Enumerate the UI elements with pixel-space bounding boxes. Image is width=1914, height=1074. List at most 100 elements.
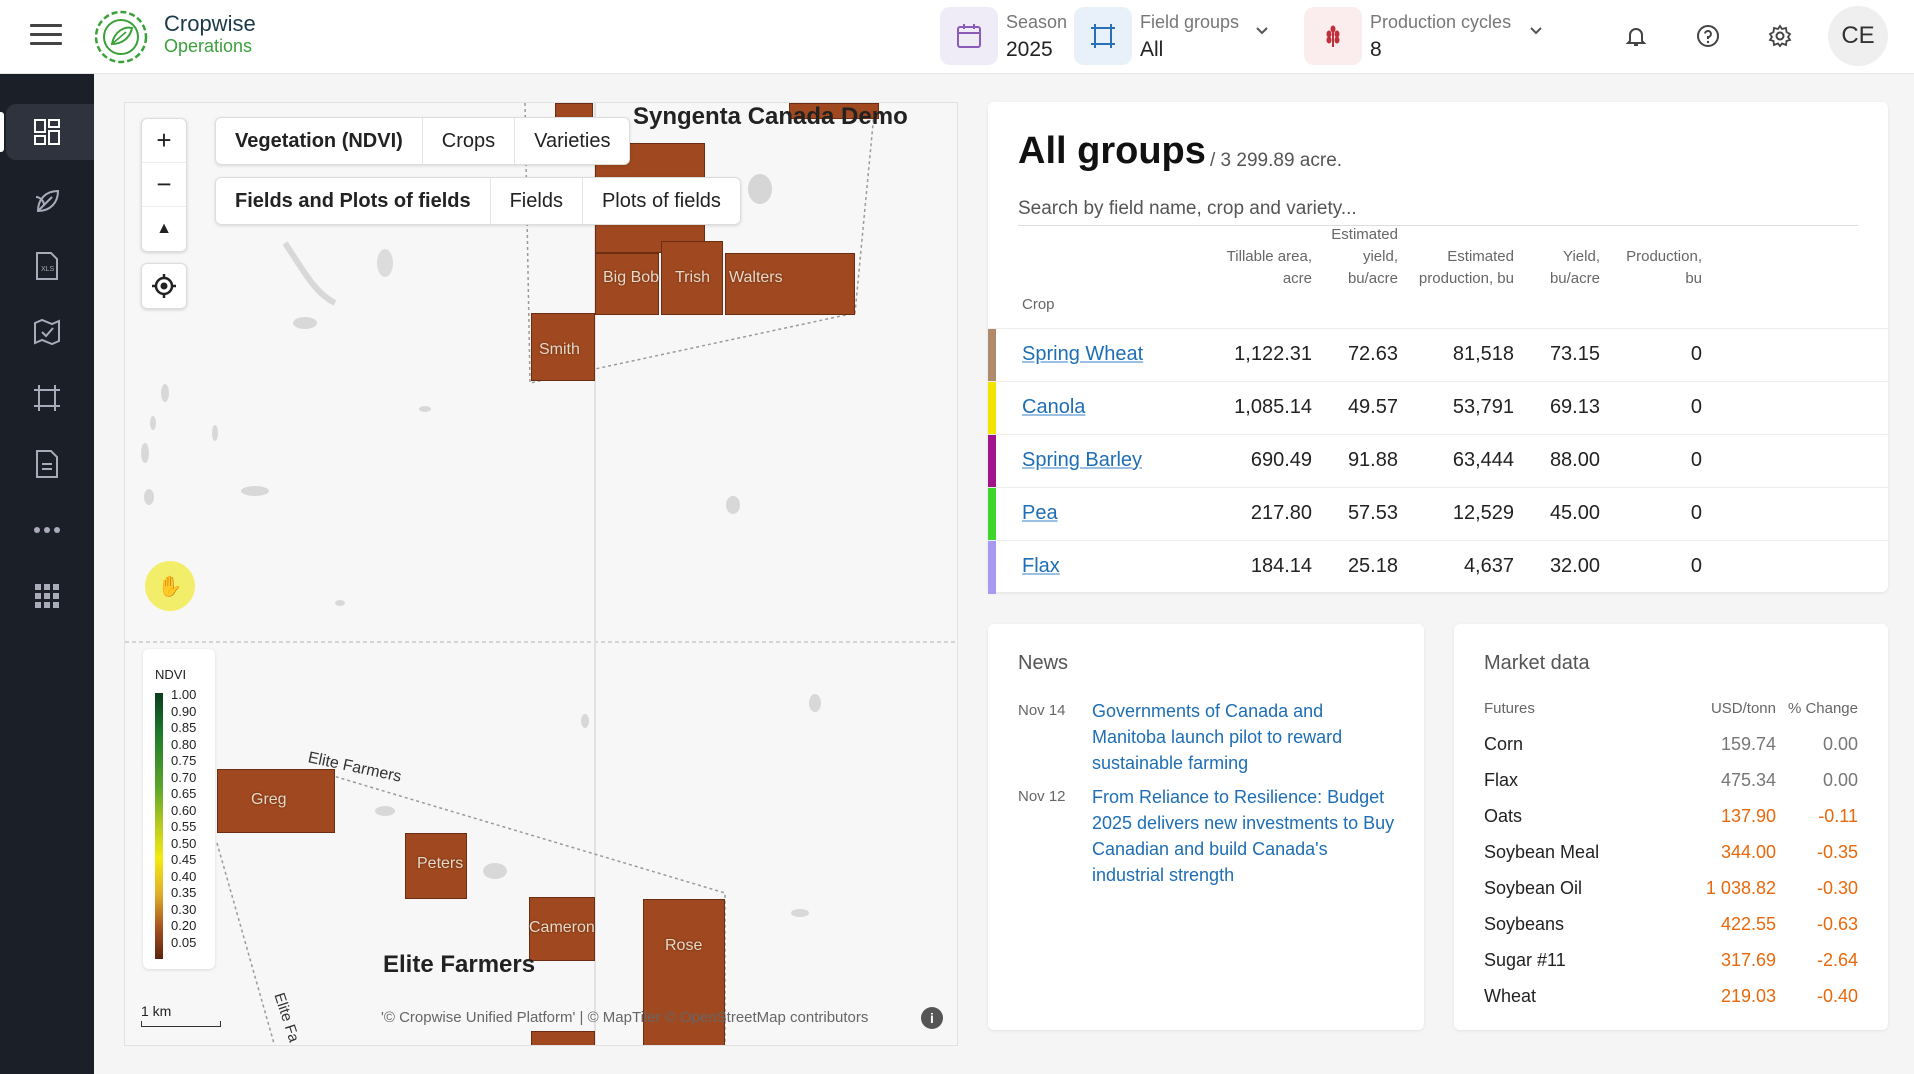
table-row[interactable]: Spring Barley 690.49 91.88 63,444 88.00 0 [988,434,1888,488]
tab-fields[interactable]: Fields [491,178,583,224]
field-plot[interactable] [643,899,725,1045]
pointer-hand-icon: ✋ [145,561,195,611]
field-label: Big Bob [603,269,660,286]
field-plot[interactable] [531,313,595,381]
tab-crops[interactable]: Crops [423,118,516,164]
sidebar-item-documents[interactable] [0,436,94,492]
crop-color-bar [988,541,996,594]
production-cycles-selector[interactable]: Production cycles 8 [1304,4,1511,68]
zoom-out-button[interactable]: − [142,163,186,207]
field-groups-value: All [1140,38,1164,61]
field-label: Rose [665,937,703,954]
table-row[interactable]: Flax 184.14 25.18 4,637 32.00 0 [988,540,1888,594]
market-price: 344.00 [1720,842,1776,862]
market-commodity: Oats [1484,806,1523,826]
table-row[interactable]: Pea 217.80 57.53 12,529 45.00 0 [988,487,1888,541]
xls-report-icon: XLS [36,252,58,280]
crop-link[interactable]: Canola [1022,396,1086,418]
table-row[interactable]: Canola 1,085.14 49.57 53,791 69.13 0 [988,381,1888,435]
field-plot[interactable] [661,241,723,315]
cell-est-yield: 72.63 [1347,343,1398,365]
market-price: 1 038.82 [1705,878,1776,898]
sidebar-item-more[interactable] [0,502,94,558]
legend-value: 0.05 [171,934,197,950]
cell-tillable: 1,085.14 [1234,396,1312,418]
page-title: All groups [1018,130,1206,172]
search-input[interactable] [1018,192,1858,226]
gear-icon[interactable] [1764,20,1796,52]
field-boundary-icon [1074,7,1132,65]
tab-fields-and-plots[interactable]: Fields and Plots of fields [216,178,491,224]
field-plot[interactable] [789,103,879,119]
crop-link[interactable]: Pea [1022,502,1058,524]
market-change: 0.00 [1822,770,1858,790]
col-crop: Crop [1022,296,1055,313]
legend-value: 0.65 [171,786,197,801]
field-plot[interactable] [405,833,467,899]
field-plot[interactable] [529,897,595,961]
logo-line1: Cropwise [164,11,256,36]
sidebar-item-apps[interactable] [0,568,94,624]
market-change: -2.64 [1816,950,1858,970]
production-cycles-value: 8 [1370,38,1382,61]
cell-tillable: 1,122.31 [1234,343,1312,365]
market-change: 0.00 [1822,734,1858,754]
sidebar-item-fields[interactable] [0,370,94,426]
season-selector[interactable]: Season 2025 [940,4,1067,68]
legend-color-bar [155,693,163,959]
top-bar: Cropwise Operations Season 2025 Field gr… [0,0,1914,74]
more-icon [34,527,60,533]
season-value: 2025 [1006,38,1053,61]
cell-tillable: 217.80 [1250,502,1312,524]
field-label: Peters [417,855,464,872]
tab-plots[interactable]: Plots of fields [601,189,721,212]
crop-link[interactable]: Flax [1022,555,1060,577]
sidebar-item-tasks[interactable] [0,304,94,360]
crop-link[interactable]: Spring Barley [1022,449,1143,471]
col-change: % Change [1787,700,1858,717]
legend-value: 0.85 [171,720,197,735]
market-commodity: Soybean Meal [1484,842,1600,862]
cropwise-logo-icon [94,10,148,64]
crop-link[interactable]: Spring Wheat [1022,343,1144,365]
map-task-icon [34,318,60,346]
field-plot[interactable] [217,769,335,833]
legend-value: 0.50 [171,835,197,851]
wheat-icon [1304,7,1362,65]
zoom-in-button[interactable]: + [142,119,186,163]
field-groups-selector[interactable]: Field groups All [1074,4,1239,68]
cell-yield: 32.00 [1549,555,1600,577]
chevron-down-icon[interactable] [1254,22,1270,38]
cell-est-prod: 4,637 [1463,555,1514,577]
farm-name-label: Syngenta Canada Demo [633,103,908,130]
chevron-down-icon[interactable] [1528,22,1544,38]
compass-button[interactable]: ▲ [156,220,172,237]
tab-vegetation[interactable]: Vegetation (NDVI) [216,118,423,164]
bell-icon[interactable] [1620,20,1652,52]
news-headline-link[interactable]: From Reliance to Resilience: Budget 2025… [1092,787,1395,885]
help-icon[interactable] [1692,20,1724,52]
legend-value: 0.55 [171,819,197,834]
info-icon[interactable]: i [921,1007,943,1029]
col-est-prod: Estimated production, bu [1418,248,1514,287]
legend-value: 0.80 [171,736,197,752]
field-plot[interactable] [725,253,855,315]
field-map[interactable]: Big Bob Trish Walters Smith Greg Peters … [124,102,958,1046]
col-est-yield: Estimated yield, bu/acre [1331,226,1398,287]
cell-production: 0 [1690,449,1702,471]
sidebar-item-reports[interactable]: XLS [0,238,94,294]
sidebar-item-crops[interactable] [0,172,94,228]
locate-button[interactable] [141,263,187,309]
news-headline-link[interactable]: Governments of Canada and Manitoba launc… [1092,701,1343,773]
field-plot[interactable] [531,1031,595,1045]
field-plot[interactable] [595,253,659,315]
sidebar-item-dashboard[interactable] [0,104,94,160]
cell-est-yield: 57.53 [1347,502,1398,524]
avatar[interactable]: CE [1828,6,1888,66]
legend-value: 0.45 [171,852,197,867]
menu-icon[interactable] [30,24,62,48]
market-change: -0.40 [1816,986,1858,1006]
field-groups-label: Field groups [1140,12,1240,32]
table-row[interactable]: Spring Wheat 1,122.31 72.63 81,518 73.15 0 [988,328,1888,382]
tab-varieties[interactable]: Varieties [534,129,611,152]
